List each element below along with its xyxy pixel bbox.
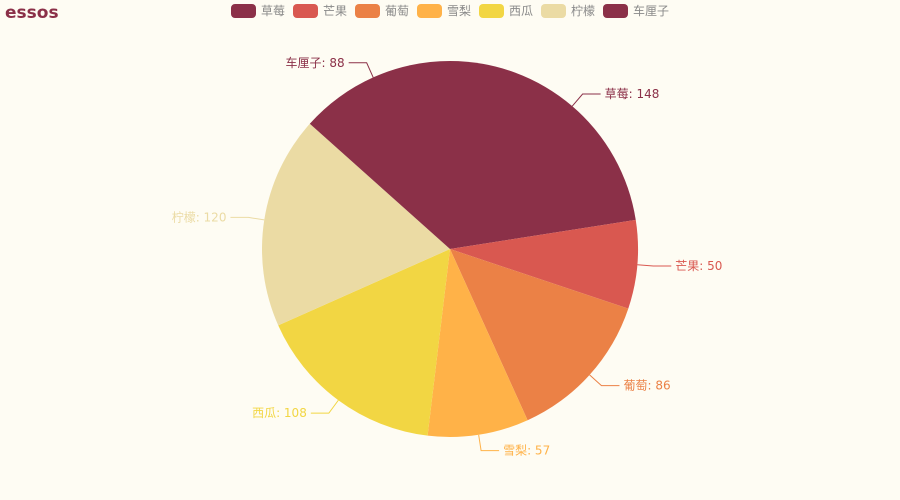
pie-slice[interactable] <box>278 249 450 436</box>
legend-label: 葡萄 <box>384 4 409 18</box>
slice-label: 草莓: 148 <box>605 87 660 101</box>
slice-label: 西瓜: 108 <box>252 406 307 420</box>
pie-slice[interactable] <box>450 249 629 421</box>
slice-label: 雪梨: 57 <box>503 444 550 458</box>
label-leader-line <box>348 62 374 78</box>
legend-item[interactable]: 葡萄 <box>354 2 409 20</box>
legend-swatch <box>541 4 567 18</box>
legend-item[interactable]: 车厘子 <box>603 2 669 20</box>
legend-item[interactable]: 柠檬 <box>541 2 595 20</box>
label-leader-line <box>310 399 339 414</box>
label-leader-line <box>478 434 500 452</box>
legend-label: 车厘子 <box>633 4 670 18</box>
pie-slice[interactable] <box>450 219 638 309</box>
slice-label: 芒果: 50 <box>675 258 722 273</box>
legend-swatch <box>603 4 629 18</box>
label-leader-line <box>230 216 265 221</box>
legend-label: 雪梨 <box>446 4 471 18</box>
legend-swatch <box>479 4 504 18</box>
slice-label: 柠檬: 120 <box>172 209 227 224</box>
legend-label: 西瓜 <box>509 4 534 18</box>
legend-label: 芒果 <box>322 4 347 18</box>
slice-label: 车厘子: 88 <box>286 55 345 70</box>
legend-item[interactable]: 雪梨 <box>416 2 471 20</box>
label-leader-line <box>571 93 601 107</box>
legend: 草莓 芒果 葡萄 雪梨 西瓜 柠檬 车厘子 <box>0 2 900 20</box>
legend-swatch <box>292 4 318 18</box>
pie-slice[interactable] <box>450 61 636 249</box>
legend-label: 柠檬 <box>571 4 596 18</box>
legend-item[interactable]: 西瓜 <box>479 2 533 20</box>
legend-item[interactable]: 芒果 <box>292 2 347 20</box>
legend-swatch <box>354 4 380 18</box>
legend-label: 草莓 <box>260 4 285 18</box>
pie-slice[interactable] <box>262 123 450 326</box>
legend-swatch <box>230 4 256 18</box>
chart-title: essos <box>5 3 59 23</box>
label-leader-line <box>589 374 620 387</box>
pie-slice[interactable] <box>309 61 450 249</box>
label-leader-line <box>637 264 672 267</box>
slice-label: 葡萄: 86 <box>623 379 670 393</box>
legend-item[interactable]: 草莓 <box>230 2 285 20</box>
legend-swatch <box>416 4 442 18</box>
pie-slice[interactable] <box>427 249 528 437</box>
